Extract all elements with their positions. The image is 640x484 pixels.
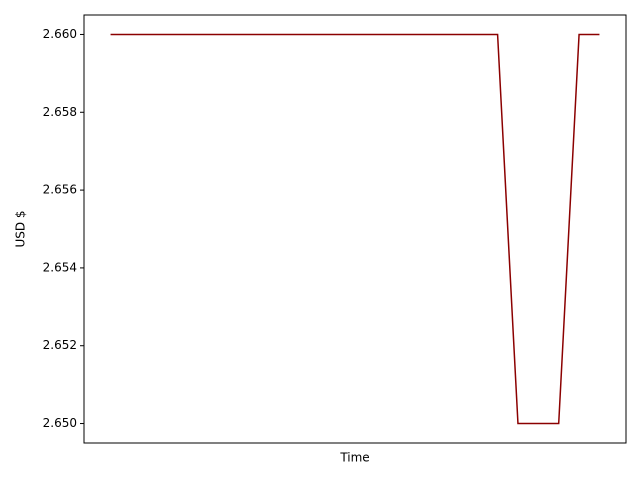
y-tick-label: 2.650 [43, 416, 77, 430]
y-tick-label: 2.658 [43, 105, 77, 119]
line-series [110, 33, 600, 425]
y-tick-label: 2.654 [43, 260, 77, 274]
y-tick-label: 2.660 [43, 27, 77, 41]
x-axis-label: Time [339, 451, 369, 465]
y-tick-label: 2.652 [43, 338, 77, 352]
y-tick-label: 2.656 [43, 183, 77, 197]
plot-frame [83, 14, 627, 444]
y-axis-label: USD $ [14, 210, 28, 247]
